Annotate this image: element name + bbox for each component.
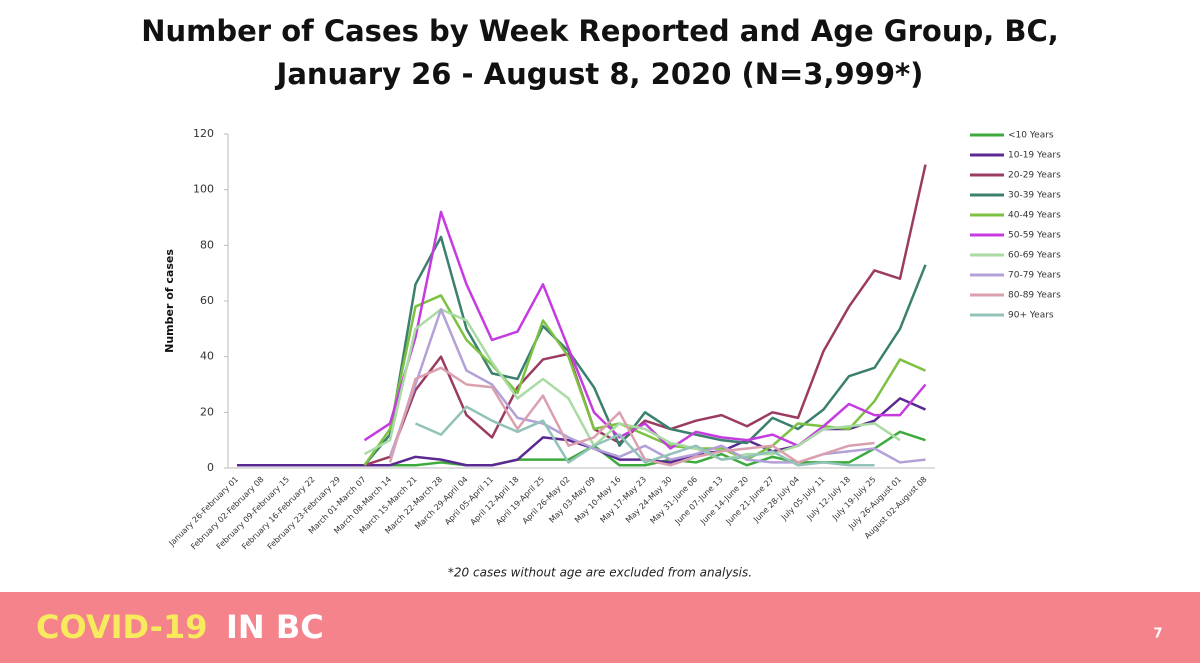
chart-title: Number of Cases by Week Reported and Age… <box>141 14 1059 48</box>
x-tick-label: July 05-July 11 <box>779 475 827 523</box>
series-line <box>388 366 875 467</box>
y-tick-label: 20 <box>200 405 214 418</box>
footer-band <box>0 592 1200 663</box>
legend-label: 90+ Years <box>1008 311 1054 321</box>
series-line <box>237 430 926 467</box>
y-axis-label: Number of cases <box>163 249 176 353</box>
legend-label: 40-49 Years <box>1008 211 1061 221</box>
y-tick-label: 60 <box>200 294 214 307</box>
legend-label: 50-59 Years <box>1008 231 1061 241</box>
x-tick-label: July 19-July 25 <box>830 475 878 523</box>
legend-label: 30-39 Years <box>1008 191 1061 201</box>
legend-label: 10-19 Years <box>1008 151 1061 161</box>
series-line <box>363 210 927 450</box>
x-tick-label: May 10-May 16 <box>573 475 623 525</box>
x-tick-label: May 24-May 30 <box>624 475 674 525</box>
footer-brand-suffix: IN BC <box>226 608 324 646</box>
x-tick-label: May 03-May 09 <box>547 475 597 525</box>
x-tick-label: May 17-May 23 <box>598 475 648 525</box>
x-tick-label: June 28-July 04 <box>751 475 801 525</box>
series-line <box>388 308 926 464</box>
y-tick-label: 0 <box>207 461 214 474</box>
footnote: *20 cases without age are excluded from … <box>448 566 752 580</box>
y-tick-label: 120 <box>193 127 214 140</box>
legend-label: 20-29 Years <box>1008 171 1061 181</box>
footer-brand: COVID-19 <box>36 608 207 646</box>
y-tick-label: 80 <box>200 238 214 251</box>
x-tick-label: July 12-July 18 <box>804 475 852 523</box>
legend-label: 60-69 Years <box>1008 251 1061 261</box>
chart-subtitle: January 26 - August 8, 2020 (N=3,999*) <box>275 57 924 91</box>
legend-label: <10 Years <box>1008 131 1054 141</box>
legend-label: 80-89 Years <box>1008 291 1061 301</box>
legend-label: 70-79 Years <box>1008 271 1061 281</box>
series-line <box>414 405 875 467</box>
y-tick-label: 100 <box>193 183 214 196</box>
series-line <box>363 308 901 461</box>
series-line <box>364 164 927 467</box>
page-number: 7 <box>1153 627 1162 642</box>
y-tick-label: 40 <box>200 350 214 363</box>
series-line <box>363 235 927 467</box>
